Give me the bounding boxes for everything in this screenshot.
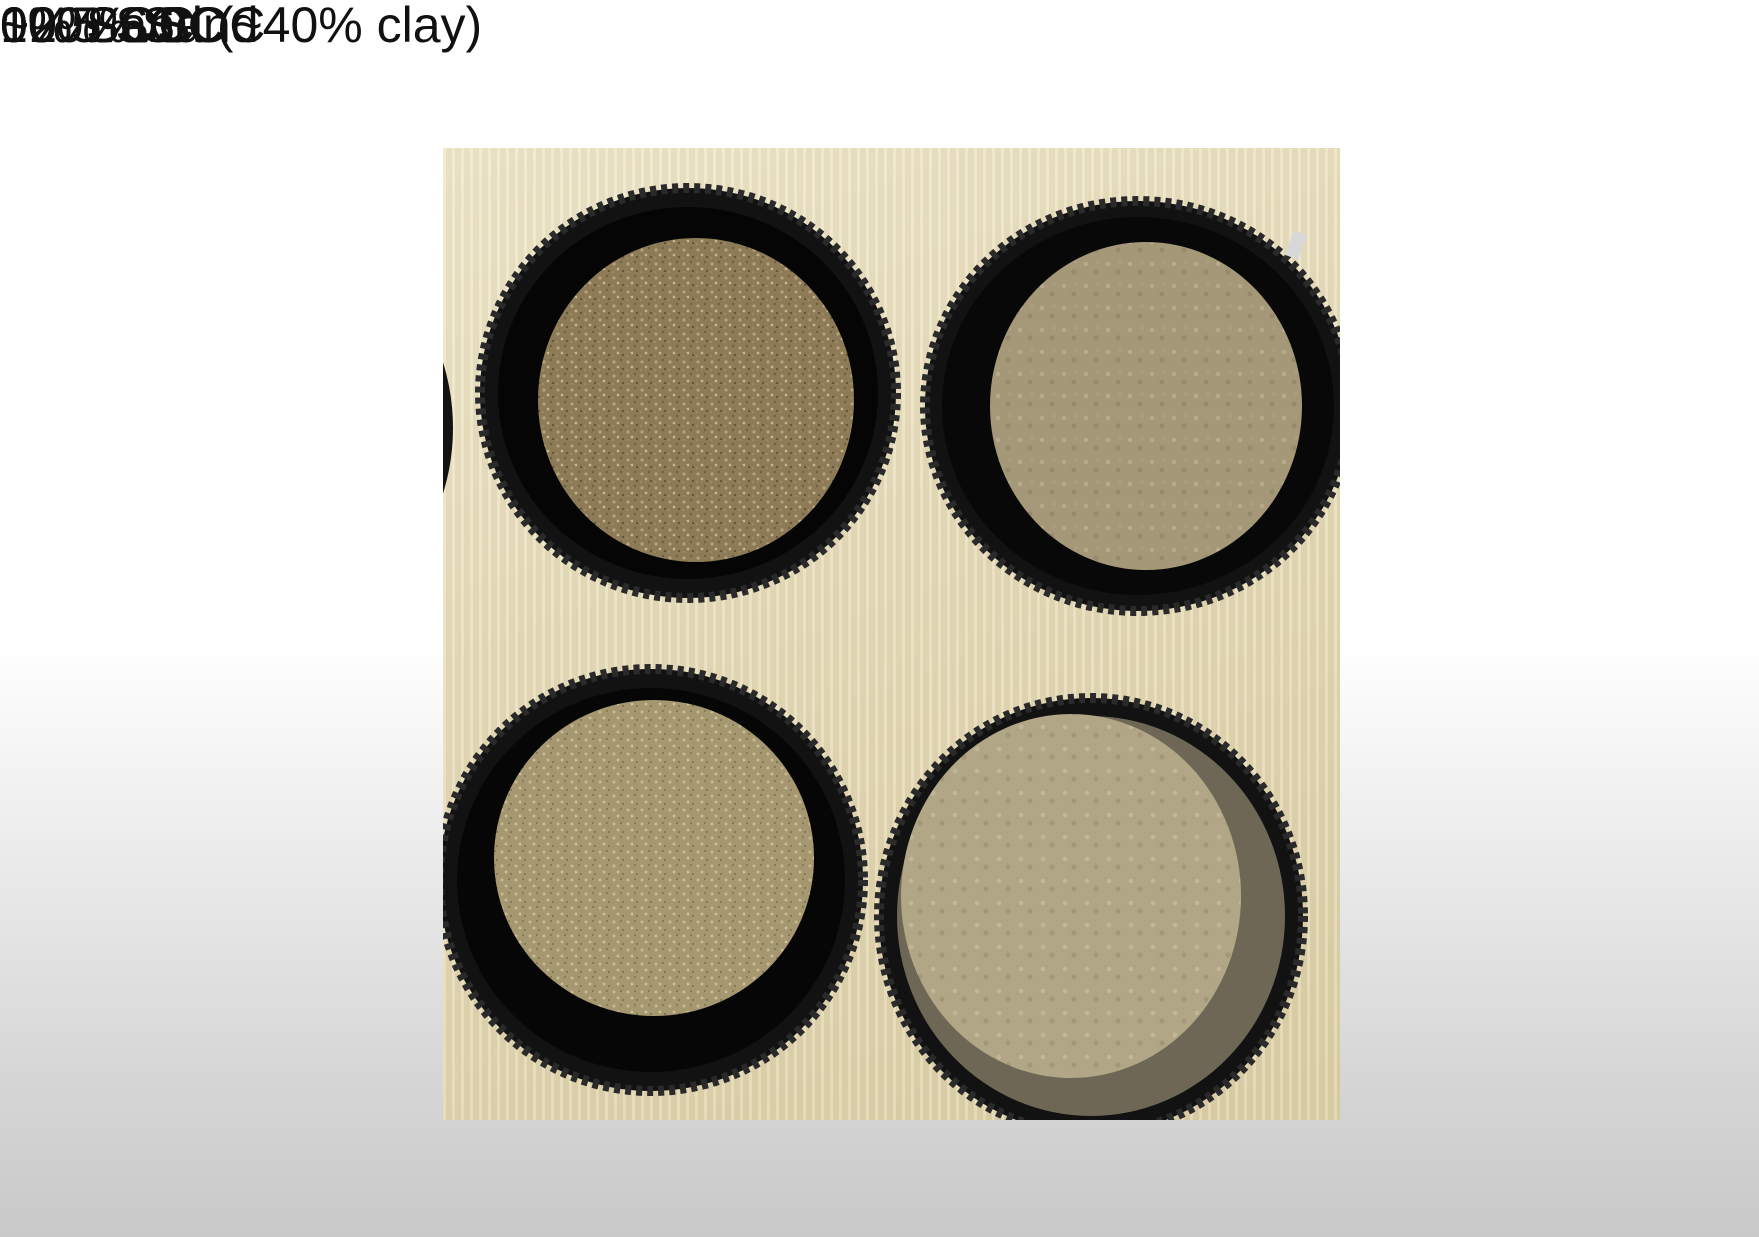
soil-sample-sand-no-soc bbox=[494, 700, 814, 1016]
soil-sample-clay-no-soc bbox=[901, 714, 1241, 1078]
dish-top-right bbox=[920, 196, 1340, 616]
soil-sample-sand-soc bbox=[538, 238, 854, 562]
row-label-bottom-right: 0% SOC bbox=[0, 0, 195, 53]
row-label-top-left: ~0.5% SOC bbox=[0, 0, 266, 53]
dish-top-left bbox=[475, 183, 901, 603]
column-header-sand: 100% Sand bbox=[0, 0, 259, 53]
soil-sample-clay-soc bbox=[990, 242, 1302, 570]
partial-dish-edge bbox=[443, 362, 453, 494]
soil-samples-photo bbox=[443, 148, 1340, 1120]
dish-bottom-left bbox=[443, 664, 868, 1096]
row-label-bottom-left: 0% SOC bbox=[0, 0, 195, 53]
dish-bottom-right bbox=[874, 693, 1308, 1120]
column-header-clay: 0% Sand (~40% clay) bbox=[0, 0, 483, 53]
row-label-top-right: ~2% SOC bbox=[0, 0, 224, 53]
